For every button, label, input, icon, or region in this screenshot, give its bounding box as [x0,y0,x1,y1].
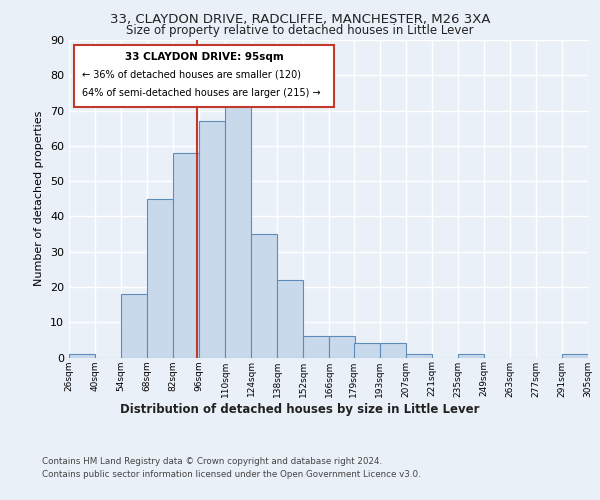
Text: 64% of semi-detached houses are larger (215) →: 64% of semi-detached houses are larger (… [82,88,320,98]
Text: Size of property relative to detached houses in Little Lever: Size of property relative to detached ho… [126,24,474,37]
Bar [329,336,355,357]
Bar [251,234,277,358]
Bar [406,354,432,358]
Bar [304,336,329,357]
Bar [69,354,95,358]
Text: Contains public sector information licensed under the Open Government Licence v3: Contains public sector information licen… [42,470,421,479]
Bar [225,100,251,357]
Bar [199,121,225,358]
Y-axis label: Number of detached properties: Number of detached properties [34,111,44,286]
Text: Distribution of detached houses by size in Little Lever: Distribution of detached houses by size … [120,402,480,415]
FancyBboxPatch shape [74,45,334,106]
Bar [121,294,147,358]
Bar [173,153,199,358]
Text: 33 CLAYDON DRIVE: 95sqm: 33 CLAYDON DRIVE: 95sqm [125,52,283,62]
Bar [562,354,588,358]
Bar [458,354,484,358]
Bar [147,198,173,358]
Bar [380,344,406,357]
Bar [277,280,304,357]
Text: ← 36% of detached houses are smaller (120): ← 36% of detached houses are smaller (12… [82,70,301,80]
Text: 33, CLAYDON DRIVE, RADCLIFFE, MANCHESTER, M26 3XA: 33, CLAYDON DRIVE, RADCLIFFE, MANCHESTER… [110,12,490,26]
Text: Contains HM Land Registry data © Crown copyright and database right 2024.: Contains HM Land Registry data © Crown c… [42,458,382,466]
Bar [353,344,380,357]
